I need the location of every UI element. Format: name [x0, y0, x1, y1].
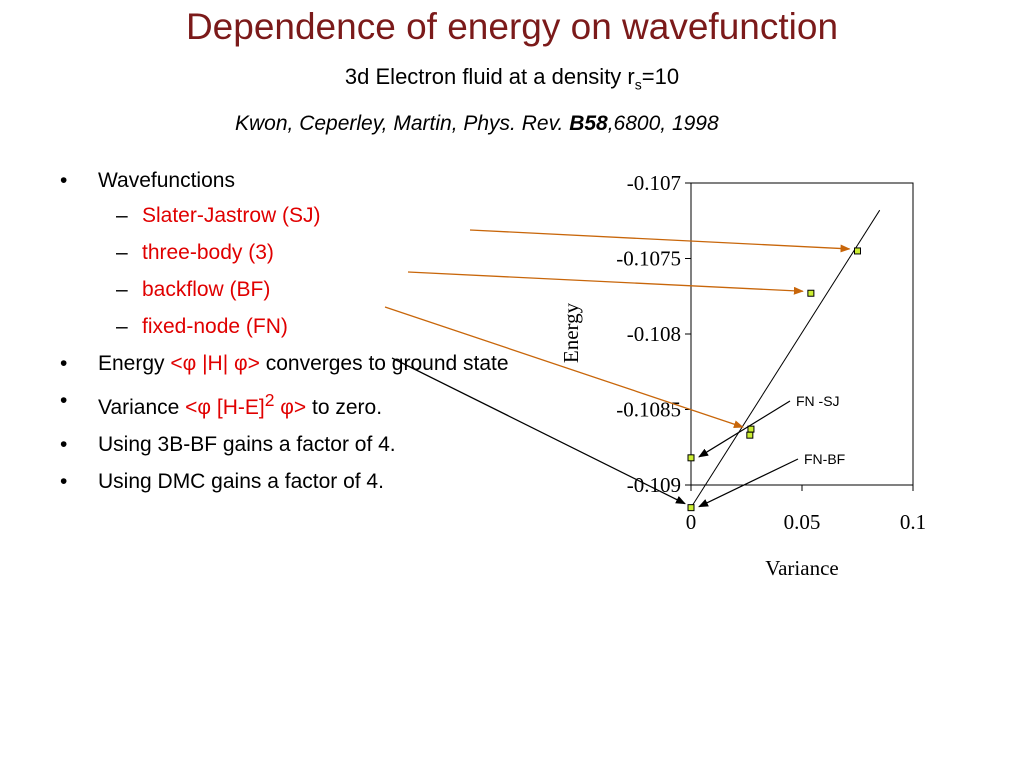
- data-point: [807, 289, 815, 297]
- x-tick-label: 0.1: [900, 510, 926, 534]
- annotation-arrow: [698, 400, 791, 458]
- subtitle-subscript: s: [634, 76, 642, 93]
- plot-area: [690, 182, 914, 486]
- variance-prefix: Variance: [98, 396, 186, 419]
- data-point: [747, 425, 755, 433]
- y-tick-label: -0.107: [627, 171, 681, 195]
- data-point: [854, 247, 861, 255]
- bullet-gain-3bbf: Using 3B-BF gains a factor of 4.: [58, 432, 548, 457]
- subtitle-prefix: 3d Electron fluid at a density r: [344, 64, 635, 89]
- annotation-label: FN -SJ: [796, 393, 840, 409]
- sub-item-three-body: three-body (3): [98, 240, 548, 265]
- sub-item-backflow: backflow (BF): [98, 277, 548, 302]
- y-tick-label: -0.109: [627, 473, 681, 497]
- bullet-list: Wavefunctions Slater-Jastrow (SJ) three-…: [58, 168, 548, 506]
- pointer-arrow: [407, 271, 804, 295]
- bullet-gain-dmc: Using DMC gains a factor of 4.: [58, 469, 548, 494]
- variance-suffix: to zero.: [306, 396, 383, 419]
- y-tick-label: -0.1075: [616, 247, 681, 271]
- bullet-energy: Energy <φ |H| φ> converges to ground sta…: [58, 351, 548, 376]
- annotation-arrow: [698, 458, 799, 508]
- citation: Kwon, Ceperley, Martin, Phys. Rev. B58,6…: [235, 112, 719, 136]
- citation-rest: ,6800, 1998: [607, 112, 719, 135]
- y-tick-label: -0.108: [627, 322, 681, 346]
- energy-prefix: Energy: [98, 352, 171, 375]
- annotation-label: FN-BF: [804, 451, 845, 467]
- variance-formula-b: φ>: [274, 396, 307, 419]
- pointer-arrow: [384, 306, 744, 429]
- bullet-wavefunctions: Wavefunctions Slater-Jastrow (SJ) three-…: [58, 168, 548, 339]
- data-point: [687, 504, 695, 512]
- pointer-arrow: [391, 357, 686, 505]
- bullet-variance: Variance <φ [H-E]2 φ> to zero.: [58, 388, 548, 420]
- bullet-wavefunctions-label: Wavefunctions: [98, 169, 235, 192]
- fit-line: [690, 209, 881, 508]
- data-point: [687, 454, 695, 462]
- variance-formula-sup: 2: [264, 390, 275, 410]
- y-tick-label: -0.1085: [616, 398, 681, 422]
- y-axis-label: Energy: [559, 302, 583, 363]
- subtitle-suffix: =10: [641, 64, 680, 89]
- x-axis-label: Variance: [765, 556, 838, 580]
- sub-item-fixed-node: fixed-node (FN): [98, 314, 548, 339]
- energy-suffix: converges to ground state: [259, 352, 509, 375]
- data-point: [746, 431, 754, 439]
- energy-formula: <φ |H| φ>: [170, 352, 260, 375]
- citation-volume: B58: [569, 112, 608, 135]
- variance-formula-a: <φ [H-E]: [185, 396, 265, 419]
- x-tick-label: 0: [686, 510, 697, 534]
- x-tick-label: 0.05: [784, 510, 821, 534]
- slide-subtitle: 3d Electron fluid at a density rs=10: [0, 64, 1024, 92]
- wavefunction-sublist: Slater-Jastrow (SJ) three-body (3) backf…: [98, 203, 548, 339]
- sub-item-sj: Slater-Jastrow (SJ): [98, 203, 548, 228]
- slide-title: Dependence of energy on wavefunction: [185, 6, 839, 47]
- pointer-arrow: [469, 229, 851, 253]
- citation-authors: Kwon, Ceperley, Martin, Phys. Rev.: [235, 112, 570, 135]
